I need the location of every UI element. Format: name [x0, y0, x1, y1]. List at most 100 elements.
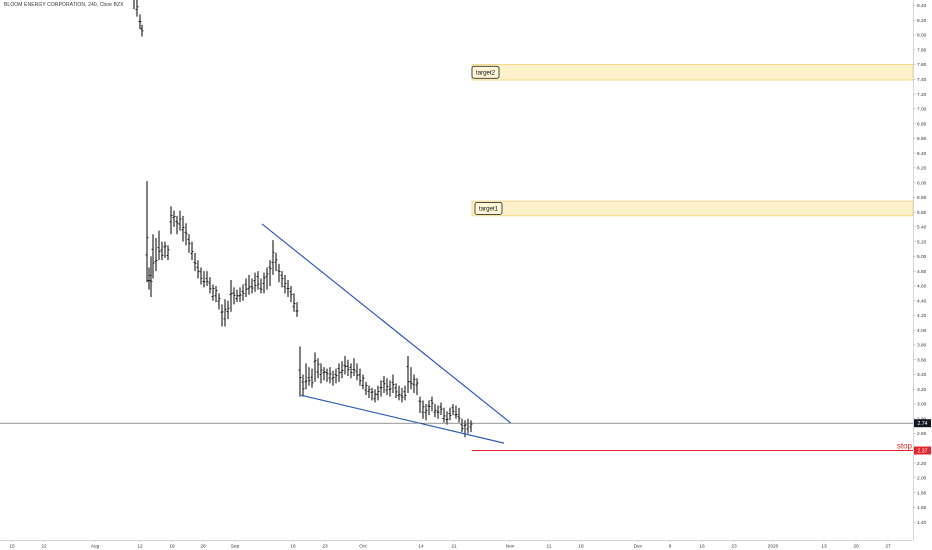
- y-tick-label: 4.40: [917, 298, 927, 304]
- ohlc-bar: [277, 263, 281, 283]
- ohlc-bar: [154, 237, 158, 272]
- y-tick-label: 8.20: [917, 18, 927, 24]
- ohlc-bar: [427, 400, 431, 416]
- ohlc-bar: [370, 387, 374, 401]
- ohlc-bar: [235, 289, 239, 303]
- ohlc-bar: [238, 287, 242, 303]
- ohlc-bar: [196, 260, 200, 279]
- ohlc-bar: [379, 380, 383, 397]
- chart-title: BLOOM ENERGY CORPORATION, 240, Cboe BZX: [4, 2, 124, 8]
- y-tick-label: 5.20: [917, 239, 927, 245]
- zone-target1[interactable]: target1: [471, 200, 914, 217]
- ohlc-bar: [280, 271, 284, 288]
- y-tick-label: 3.80: [917, 343, 927, 349]
- y-tick-label: 7.60: [917, 62, 927, 68]
- ohlc-bar: [295, 302, 299, 317]
- ohlc-bar: [217, 293, 221, 310]
- trendline-lower[interactable]: [300, 394, 505, 444]
- y-tick-label: 6.80: [917, 121, 927, 127]
- ohlc-bar: [466, 418, 470, 434]
- ohlc-bar: [400, 387, 404, 403]
- time-axis[interactable]: 15 22 Aug 12 19 26 Sep 16 23 Oct 14 21 Nov 11 18 Dec 9 16…: [9, 540, 891, 550]
- ohlc-bar: [202, 271, 206, 288]
- ohlc-bar: [358, 368, 362, 386]
- ohlc-bar: [250, 278, 254, 294]
- ohlc-bar: [376, 385, 380, 401]
- ohlc-bar: [223, 299, 227, 327]
- ohlc-bar: [259, 278, 263, 294]
- x-tick-label: 21: [451, 544, 457, 550]
- y-tick-label: 8.40: [917, 3, 927, 9]
- ohlc-bar: [319, 363, 323, 384]
- ohlc-bar: [292, 293, 296, 312]
- ohlc-bar: [355, 363, 359, 381]
- ohlc-bar: [241, 284, 245, 301]
- zone-box: [471, 64, 914, 81]
- ohlc-bar: [262, 272, 266, 294]
- ohlc-bar: [181, 215, 185, 242]
- ohlc-bar: [385, 378, 389, 396]
- y-tick-label: 2.20: [917, 461, 927, 467]
- trendline-upper[interactable]: [261, 223, 512, 424]
- ohlc-bar: [135, 0, 139, 17]
- x-tick-label: 16: [290, 544, 296, 550]
- ohlc-bar: [205, 271, 209, 286]
- x-tick-label: Dec: [634, 544, 643, 550]
- x-tick-label: Oct: [359, 544, 367, 550]
- y-tick-label: 3.40: [917, 372, 927, 378]
- ohlc-bar: [310, 368, 314, 388]
- ohlc-bar: [343, 356, 347, 375]
- ohlc-bar: [140, 24, 144, 37]
- ohlc-bar: [364, 381, 368, 396]
- x-tick-label: 23: [322, 544, 328, 550]
- ohlc-bar: [424, 404, 428, 421]
- ohlc-bar: [325, 368, 329, 382]
- ohlc-bar: [352, 358, 356, 376]
- y-tick-label: 4.20: [917, 313, 927, 319]
- ohlc-bar: [289, 285, 293, 303]
- y-tick-label: 5.60: [917, 210, 927, 216]
- y-tick-label: 2.60: [917, 431, 927, 437]
- ohlc-bar: [211, 284, 215, 301]
- ohlc-bar: [175, 215, 179, 235]
- x-tick-label: 2020: [768, 544, 779, 550]
- ohlc-bar: [403, 385, 407, 401]
- y-tick-label: 2.00: [917, 476, 927, 482]
- x-tick-label: 12: [137, 544, 143, 550]
- x-tick-label: 22: [41, 544, 47, 550]
- ohlc-bar: [172, 210, 176, 227]
- ohlc-bar: [382, 375, 386, 393]
- x-tick-label: 18: [578, 544, 584, 550]
- ohlc-bar: [265, 267, 269, 290]
- x-tick-label: 9: [669, 544, 672, 550]
- zone-label: target2: [476, 69, 496, 76]
- x-tick-label: Sep: [231, 544, 240, 550]
- zone-target2[interactable]: target2: [471, 64, 914, 81]
- ohlc-bar: [169, 206, 173, 235]
- ohlc-bar: [147, 267, 151, 290]
- y-tick-label: 6.00: [917, 180, 927, 186]
- ohlc-bar: [307, 367, 311, 386]
- svg-text:2.37: 2.37: [917, 449, 927, 455]
- x-tick-label: 14: [418, 544, 424, 550]
- current-price-badge: 2.74: [914, 419, 931, 428]
- y-tick-label: 1.60: [917, 505, 927, 511]
- ohlc-bar: [163, 241, 167, 258]
- ohlc-bar: [220, 304, 224, 327]
- zone-label: target1: [479, 206, 499, 213]
- ohlc-bar: [271, 240, 275, 275]
- x-tick-label: 26: [200, 544, 206, 550]
- ohlc-bar: [334, 368, 338, 384]
- ohlc-bar: [337, 363, 341, 382]
- ohlc-bar: [166, 245, 170, 261]
- ohlc-bar: [409, 367, 413, 390]
- x-tick-label: Nov: [506, 544, 515, 550]
- y-tick-label: 4.60: [917, 284, 927, 290]
- ohlc-bar: [391, 374, 395, 393]
- ohlc-bar: [298, 346, 302, 397]
- ohlc-bar: [433, 404, 437, 418]
- x-tick-label: 11: [547, 544, 552, 550]
- ohlc-bar: [421, 400, 425, 419]
- ohlc-bar: [412, 374, 416, 393]
